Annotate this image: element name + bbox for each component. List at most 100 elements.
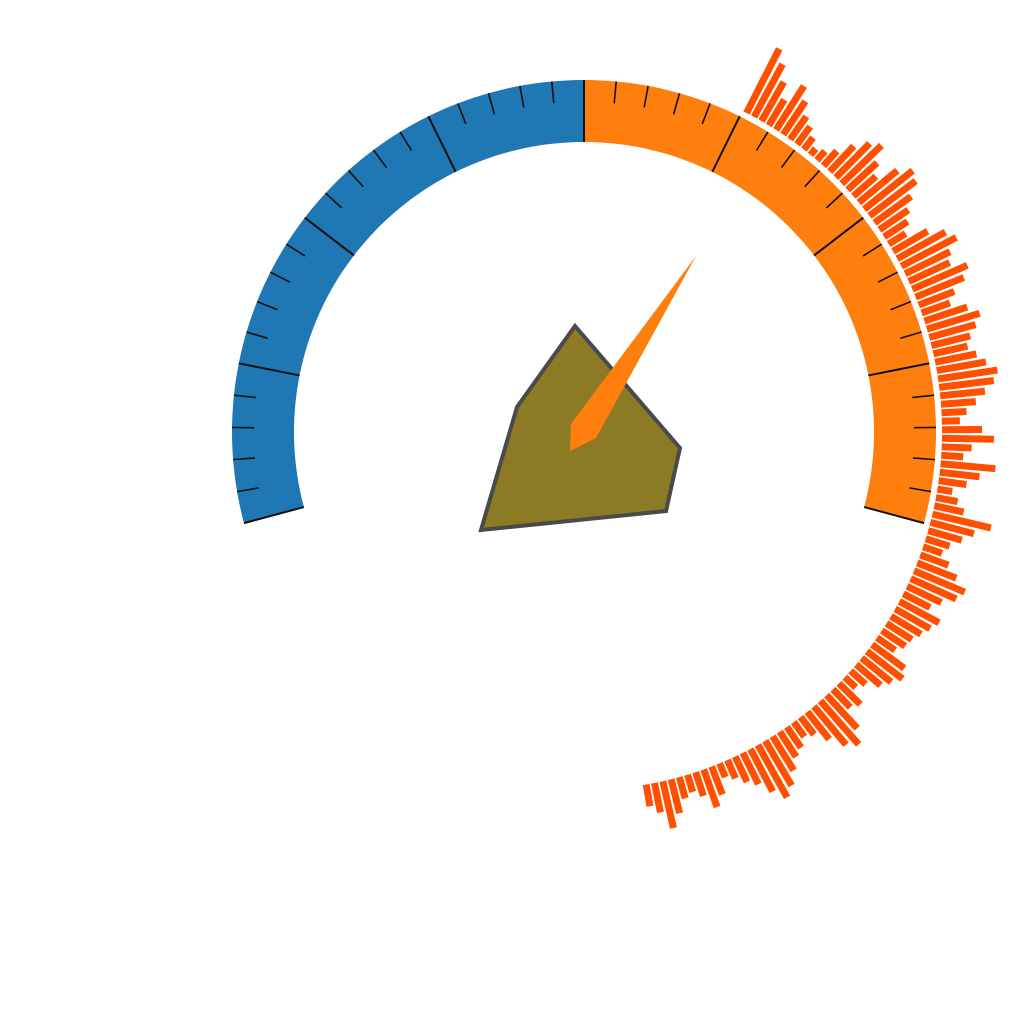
radial-bar <box>930 332 972 349</box>
radial-bar <box>750 62 786 119</box>
radial-bar <box>724 758 739 780</box>
radial-bar <box>901 590 932 611</box>
radial-bar <box>879 627 908 650</box>
radial-bar <box>903 248 952 277</box>
radial-bar <box>762 738 795 788</box>
radial-bar <box>801 135 816 152</box>
radial-bar <box>895 229 948 262</box>
radial-bar <box>941 434 994 443</box>
radial-bar <box>692 771 707 797</box>
radial-bar <box>928 321 977 341</box>
major-tick <box>711 115 741 173</box>
minor-tick <box>804 169 821 188</box>
radial-bar <box>716 762 729 779</box>
radial-bar <box>875 634 898 654</box>
radial-bar <box>743 47 783 115</box>
minor-tick <box>890 300 912 311</box>
radial-bar <box>824 692 860 731</box>
radial-bar <box>830 686 853 710</box>
major-tick <box>427 115 457 173</box>
radial-bar <box>941 407 967 417</box>
radial-bar <box>807 146 819 158</box>
radial-bar <box>684 773 697 793</box>
minor-tick <box>233 457 256 461</box>
radial-bar <box>864 648 905 682</box>
radial-bar <box>659 780 677 829</box>
radial-bar <box>941 443 972 452</box>
radial-bar <box>820 148 840 169</box>
radial-bar <box>933 502 965 516</box>
radial-bar <box>732 755 751 784</box>
radial-bar <box>794 124 814 147</box>
radial-bar <box>940 460 996 473</box>
minor-tick <box>912 394 935 399</box>
minor-tick <box>780 149 796 169</box>
radial-bar <box>853 661 883 688</box>
radial-bar <box>939 387 986 400</box>
radial-bar <box>941 451 964 461</box>
radial-bar <box>836 680 863 707</box>
radial-bar <box>845 160 880 193</box>
radial-bar <box>851 173 879 199</box>
radial-bar <box>814 148 828 163</box>
minor-tick <box>457 103 467 125</box>
radial-bar <box>862 167 915 212</box>
radial-bar <box>940 398 977 408</box>
radial-bar <box>827 143 857 175</box>
radial-bar <box>872 193 914 226</box>
radial-bar <box>921 543 944 557</box>
radial-bar <box>939 468 980 481</box>
gauge-needle <box>570 256 696 451</box>
radial-bar <box>790 720 808 739</box>
minor-tick <box>672 92 681 115</box>
gauge-needle-group <box>570 256 696 451</box>
radial-bar <box>912 567 967 596</box>
radial-bar <box>934 350 978 366</box>
radial-bar <box>758 80 787 123</box>
minor-tick <box>912 457 935 461</box>
radial-bar <box>891 228 930 255</box>
radial-bar <box>909 575 958 603</box>
radial-bar <box>886 230 908 247</box>
minor-tick <box>643 85 649 108</box>
minor-tick <box>519 85 525 108</box>
minor-tick <box>256 300 278 311</box>
radial-bar <box>915 559 958 582</box>
radial-bar <box>700 768 721 809</box>
radial-bar <box>920 299 952 317</box>
radial-bar <box>919 551 950 569</box>
radial-bar <box>776 729 800 759</box>
radial-bar <box>938 477 967 488</box>
minor-tick <box>487 92 496 115</box>
radial-bar <box>811 704 849 747</box>
radial-bar <box>936 485 953 495</box>
radial-bar <box>773 84 807 132</box>
minor-tick <box>399 131 413 152</box>
radial-bar <box>917 288 956 309</box>
gauge-band-2 <box>584 80 937 524</box>
major-tick <box>868 362 930 377</box>
radial-bar <box>783 725 804 750</box>
radial-bar <box>929 519 975 538</box>
radial-bar <box>797 714 817 737</box>
minor-tick <box>246 331 268 340</box>
radial-bar <box>675 776 689 800</box>
radial-bar <box>667 778 684 815</box>
minor-tick <box>233 394 256 399</box>
radial-bar <box>833 140 873 181</box>
radial-bar <box>914 274 966 301</box>
gauge-ticks <box>232 80 936 525</box>
radial-bar <box>817 698 862 747</box>
radial-bar <box>938 377 995 391</box>
major-tick <box>238 362 300 377</box>
radial-bar <box>923 303 969 325</box>
radial-bar <box>787 114 810 142</box>
minor-tick <box>877 271 898 283</box>
radial-bars <box>642 47 998 829</box>
radial-bar <box>842 674 859 691</box>
radial-bar <box>932 342 969 358</box>
radial-bar <box>651 782 664 814</box>
radial-bar <box>769 734 797 773</box>
